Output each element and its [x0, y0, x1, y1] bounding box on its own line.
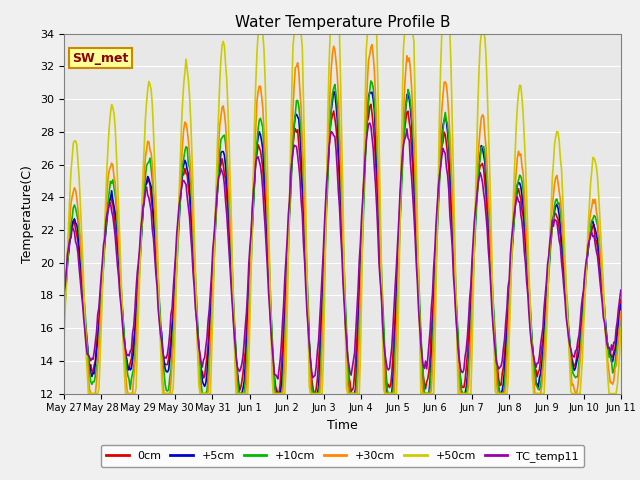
+30cm [87, 391, 95, 396]
Line: 0cm: 0cm [64, 104, 621, 394]
TC_temp11 [568, 352, 576, 358]
+10cm [472, 226, 479, 231]
+50cm [84, 391, 92, 396]
0cm [275, 391, 283, 396]
TC_temp11 [374, 230, 381, 236]
Y-axis label: Temperature(C): Temperature(C) [22, 165, 35, 263]
0cm [234, 372, 241, 377]
Line: TC_temp11: TC_temp11 [64, 123, 621, 379]
+10cm [234, 386, 242, 392]
Line: +5cm: +5cm [64, 92, 621, 394]
0cm [374, 206, 381, 212]
TC_temp11 [366, 120, 374, 126]
+10cm [617, 311, 625, 316]
+5cm [237, 391, 244, 396]
X-axis label: Time: Time [327, 419, 358, 432]
+10cm [296, 116, 304, 121]
0cm [472, 211, 479, 217]
TC_temp11 [401, 137, 408, 143]
TC_temp11 [60, 290, 68, 296]
+5cm [60, 306, 68, 312]
+5cm [617, 302, 625, 308]
+50cm [617, 325, 625, 331]
0cm [60, 297, 68, 302]
+5cm [472, 216, 479, 222]
Line: +30cm: +30cm [64, 45, 621, 394]
0cm [367, 101, 374, 107]
+5cm [296, 131, 304, 137]
+5cm [330, 89, 337, 95]
+50cm [234, 391, 242, 396]
+30cm [472, 206, 479, 212]
+10cm [374, 166, 381, 172]
+30cm [234, 391, 242, 396]
+50cm [568, 391, 576, 396]
+50cm [254, 31, 262, 36]
Line: +50cm: +50cm [64, 34, 621, 394]
Line: +10cm: +10cm [64, 81, 621, 394]
+30cm [60, 323, 68, 329]
+30cm [568, 383, 576, 388]
+50cm [374, 82, 381, 87]
+50cm [298, 31, 305, 36]
TC_temp11 [234, 363, 241, 369]
TC_temp11 [296, 176, 304, 181]
+30cm [296, 89, 304, 95]
+30cm [368, 42, 376, 48]
TC_temp11 [472, 206, 479, 212]
+10cm [60, 317, 68, 323]
+10cm [568, 364, 576, 370]
Title: Water Temperature Profile B: Water Temperature Profile B [235, 15, 450, 30]
0cm [296, 156, 304, 161]
+30cm [401, 85, 408, 91]
0cm [617, 297, 625, 302]
+30cm [617, 309, 625, 314]
Legend: 0cm, +5cm, +10cm, +30cm, +50cm, TC_temp11: 0cm, +5cm, +10cm, +30cm, +50cm, TC_temp1… [100, 445, 584, 467]
+50cm [401, 31, 408, 36]
+5cm [374, 180, 381, 186]
TC_temp11 [274, 376, 282, 382]
+5cm [234, 366, 241, 372]
+5cm [568, 359, 576, 365]
+50cm [472, 192, 479, 198]
+50cm [60, 337, 68, 343]
+10cm [198, 391, 206, 396]
TC_temp11 [617, 288, 625, 293]
Text: SW_met: SW_met [72, 51, 129, 65]
+10cm [401, 120, 408, 126]
+30cm [374, 158, 381, 164]
0cm [401, 128, 408, 133]
0cm [568, 356, 576, 361]
+5cm [401, 115, 408, 121]
+10cm [367, 78, 374, 84]
